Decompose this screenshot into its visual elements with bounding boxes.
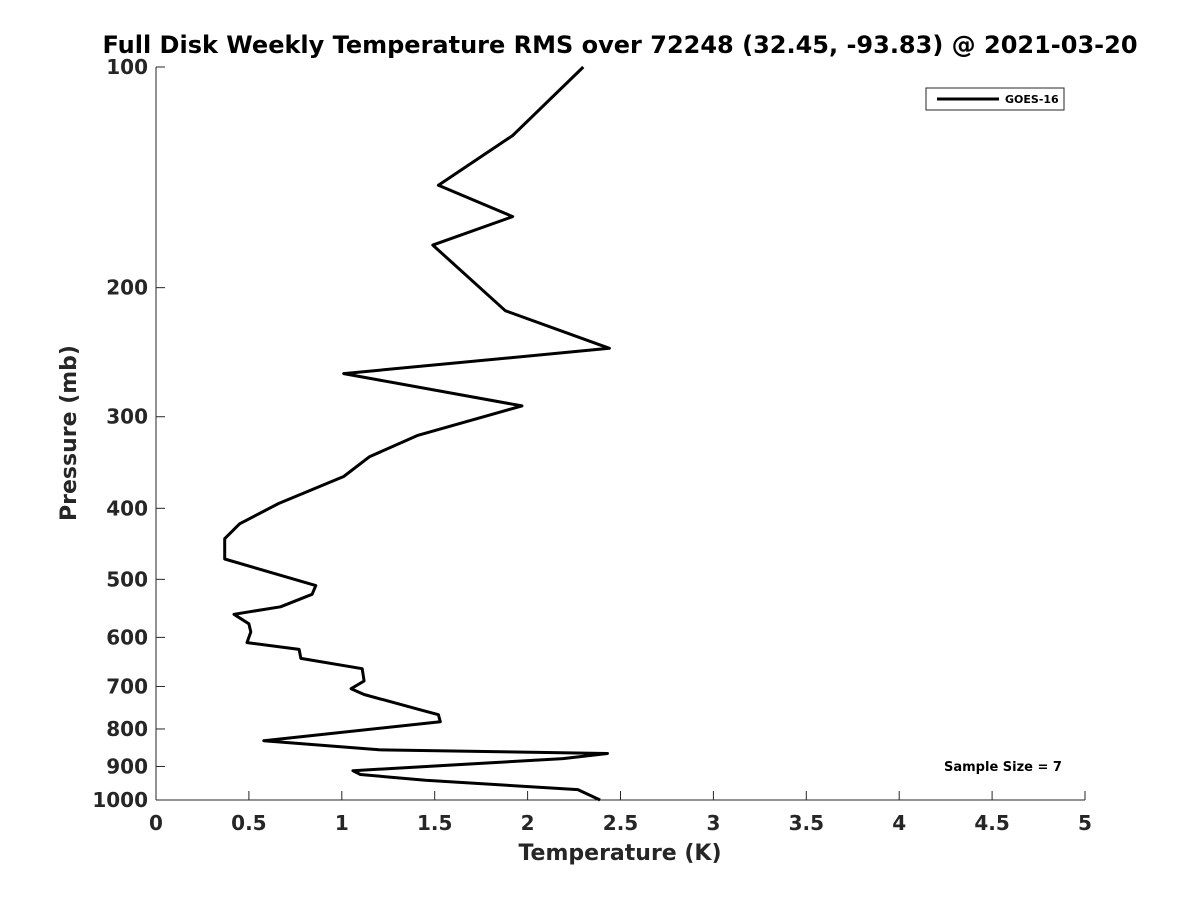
y-tick-label: 700	[106, 674, 148, 698]
y-tick-label: 600	[106, 625, 148, 649]
x-tick-label: 2	[521, 811, 535, 835]
y-tick-label: 800	[106, 717, 148, 741]
x-tick-label: 4.5	[974, 811, 1009, 835]
x-tick-label: 5	[1078, 811, 1092, 835]
y-tick-group: 100 200 300 400 500 600 700 800 900 1000	[92, 55, 165, 812]
y-tick-label: 300	[106, 405, 148, 429]
plot-axes	[155, 67, 1085, 801]
x-tick-label: 2.5	[603, 811, 638, 835]
x-tick-group: 0 0.5 1 1.5 2 2.5 3 3.5 4 4.5 5	[149, 791, 1092, 835]
y-tick-label: 500	[106, 567, 148, 591]
x-tick-label: 0.5	[231, 811, 266, 835]
x-tick-label: 4	[892, 811, 906, 835]
legend-label-goes-16: GOES-16	[1005, 93, 1059, 106]
x-tick-label: 3	[706, 811, 720, 835]
legend: GOES-16	[925, 87, 1065, 111]
y-tick-label: 100	[106, 55, 148, 79]
series-line-goes-16	[223, 65, 611, 802]
y-tick-label: 900	[106, 754, 148, 778]
x-tick-label: 1	[335, 811, 349, 835]
x-axis-label: Temperature (K)	[518, 841, 721, 866]
x-tick-label: 1.5	[417, 811, 452, 835]
x-tick-label: 0	[149, 811, 163, 835]
y-tick-label: 200	[106, 276, 148, 300]
y-tick-label: 1000	[92, 788, 148, 812]
y-axis-label: Pressure (mb)	[57, 345, 82, 521]
x-tick-label: 3.5	[789, 811, 824, 835]
chart-title: Full Disk Weekly Temperature RMS over 72…	[102, 31, 1137, 59]
sample-size-annotation: Sample Size = 7	[944, 760, 1062, 775]
y-tick-label: 400	[106, 496, 148, 520]
